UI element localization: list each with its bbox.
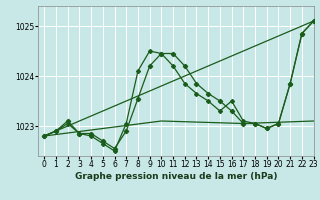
X-axis label: Graphe pression niveau de la mer (hPa): Graphe pression niveau de la mer (hPa): [75, 172, 277, 181]
